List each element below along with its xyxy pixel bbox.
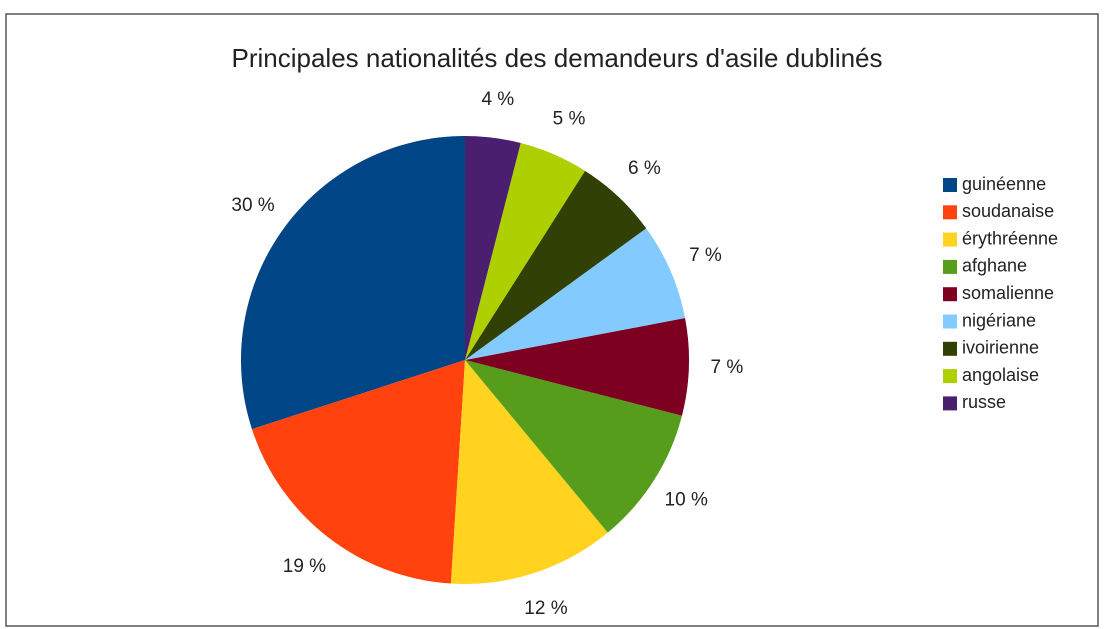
pie-slice — [465, 228, 686, 360]
legend-label: russe — [962, 392, 1006, 412]
pie-slice — [465, 136, 521, 360]
legend-label: ivoirienne — [962, 338, 1039, 358]
pie-slice — [465, 170, 647, 360]
legend-label: érythréenne — [962, 228, 1058, 248]
legend-label: afghane — [962, 256, 1027, 276]
legend-swatch — [943, 232, 957, 247]
data-label: 30 % — [231, 195, 274, 216]
data-label: 6 % — [628, 158, 661, 179]
legend-swatch — [943, 259, 957, 274]
data-label: 7 % — [710, 357, 743, 378]
pie-slice — [240, 136, 465, 430]
legend-label: somalienne — [962, 283, 1054, 303]
legend-label: angolaise — [962, 365, 1039, 385]
data-label: 5 % — [553, 109, 586, 130]
data-label: 12 % — [524, 598, 567, 619]
chart-title: Principales nationalités des demandeurs … — [231, 43, 882, 73]
pie-slice — [465, 318, 689, 416]
legend-swatch — [943, 341, 957, 356]
legend-swatch — [943, 287, 957, 302]
data-label: 4 % — [481, 89, 514, 110]
pie-slice — [251, 360, 465, 584]
legend-label: soudanaise — [962, 201, 1054, 221]
legend-swatch — [943, 205, 957, 220]
data-label: 7 % — [689, 245, 722, 266]
data-label: 19 % — [283, 556, 326, 577]
legend-swatch — [943, 369, 957, 384]
pie-slice — [465, 143, 586, 360]
data-label: 10 % — [665, 489, 708, 510]
pie-slice — [465, 360, 682, 533]
legend-label: guinéenne — [962, 174, 1046, 194]
legend-swatch — [943, 178, 957, 192]
pie-slice — [450, 360, 608, 584]
legend-label: nigériane — [962, 310, 1036, 330]
legend-swatch — [943, 396, 957, 411]
legend-swatch — [943, 314, 957, 329]
